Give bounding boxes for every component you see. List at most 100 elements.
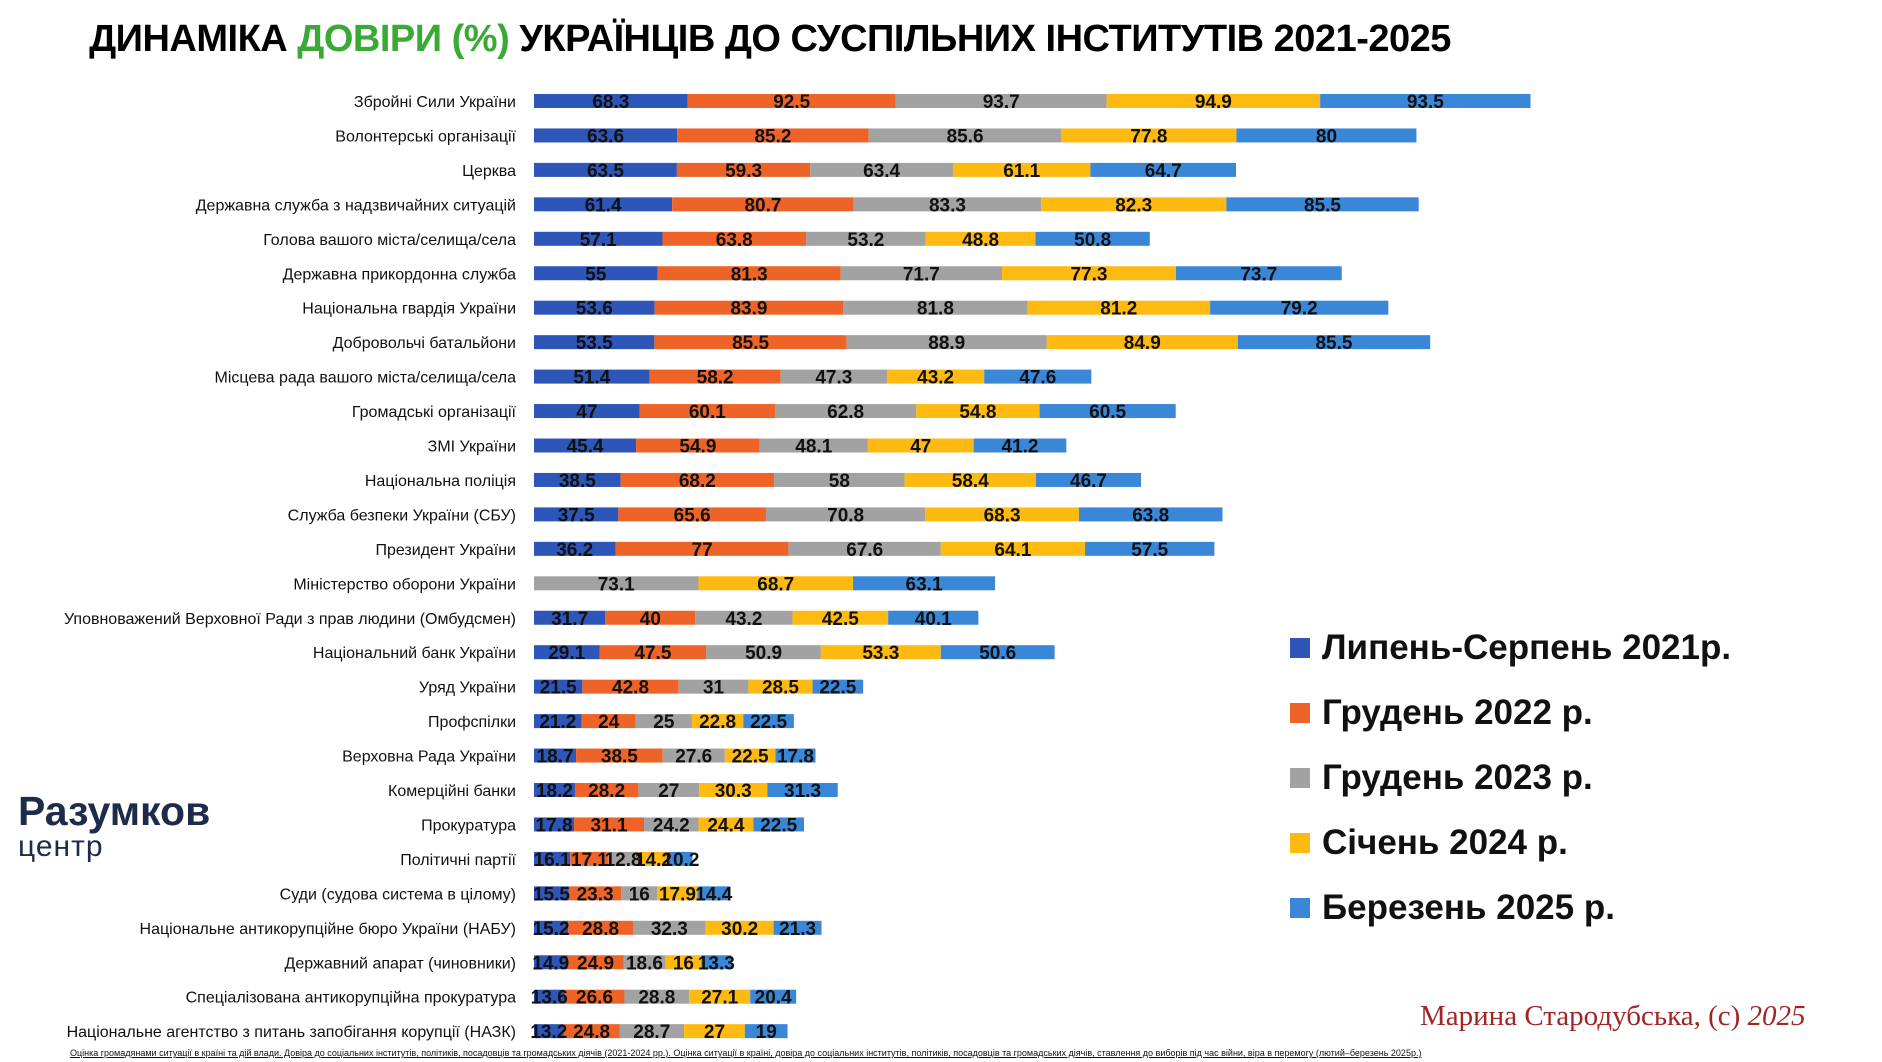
bar-segment (563, 1024, 620, 1039)
bar-segment (568, 920, 633, 935)
bar-segment (925, 231, 1036, 246)
data-label: 41.2 (1002, 437, 1039, 458)
data-label: 64.7 (1145, 161, 1182, 182)
bar-segment (534, 507, 619, 522)
bar-segment (1041, 197, 1227, 212)
legend-label: Грудень 2022 р. (1322, 692, 1593, 732)
legend-swatch (1290, 767, 1310, 788)
data-label: 48.8 (962, 230, 999, 251)
legend-item: Грудень 2023 р. (1290, 745, 1731, 810)
bar-segment (916, 404, 1040, 419)
bar-segment (654, 335, 847, 350)
legend-item: Грудень 2022 р. (1290, 680, 1731, 745)
bar-segment (534, 851, 571, 866)
bar-segment (767, 783, 838, 797)
data-label: 19 (756, 1022, 777, 1043)
data-label: 94.9 (1195, 92, 1232, 113)
data-label: 18.2 (536, 781, 573, 802)
bar-segment (534, 989, 565, 1004)
bar-segment (1320, 94, 1531, 108)
source-footnote: Оцінка громадянами ситуації в країні та … (70, 1048, 1422, 1058)
data-label: 30.2 (721, 919, 758, 940)
data-label: 22.5 (760, 815, 797, 836)
data-label: 17.8 (536, 815, 573, 836)
data-label: 21.2 (539, 712, 576, 733)
data-label: 60.1 (689, 402, 726, 423)
bar-segment (534, 266, 658, 281)
category-label: Верховна Рада України (342, 749, 516, 766)
category-label: Уповноважений Верховної Ради з прав люди… (64, 611, 516, 628)
data-label: 24.9 (577, 953, 614, 974)
legend-swatch (1290, 897, 1310, 918)
data-label: 13.3 (698, 953, 735, 974)
data-label: 18.7 (537, 747, 574, 768)
bar-segment (534, 610, 606, 625)
bar-segment (774, 472, 905, 487)
bar-segment (887, 369, 985, 384)
bar-segment (773, 920, 822, 935)
bar-segment (638, 783, 700, 797)
data-label: 38.5 (601, 747, 638, 768)
data-label: 83.3 (929, 195, 966, 216)
data-label: 13.2 (530, 1022, 567, 1043)
bar-segment (1210, 300, 1389, 315)
bar-segment (1090, 162, 1236, 177)
category-label: Державний апарат (чиновники) (285, 955, 516, 972)
bar-segment (534, 748, 577, 763)
bar-segment (888, 610, 979, 625)
bar-segment (867, 438, 974, 453)
bar-segment (1085, 541, 1215, 556)
legend-item: Липень-Серпень 2021р. (1290, 615, 1731, 680)
bar-segment (701, 955, 732, 970)
data-label: 70.8 (827, 505, 864, 526)
data-label: 61.1 (1003, 161, 1040, 182)
data-label: 42.5 (822, 609, 859, 630)
data-label: 22.5 (732, 747, 769, 768)
data-label: 31 (703, 678, 725, 699)
bar-segment (534, 817, 575, 832)
data-label: 14.4 (695, 884, 732, 905)
bar-segment (605, 610, 696, 625)
data-label: 14.9 (532, 953, 569, 974)
bar-segment (620, 472, 775, 487)
data-label: 16 (673, 953, 694, 974)
title-part-1: ДИНАМІКА (89, 18, 298, 60)
bars (534, 94, 1531, 1039)
data-label: 77 (692, 540, 713, 561)
data-label: 73.7 (1240, 264, 1277, 285)
data-label: 47.6 (1019, 368, 1056, 389)
bar-segment (568, 886, 622, 901)
bar-segment (940, 645, 1055, 660)
data-label: 40.1 (915, 609, 952, 630)
data-label: 80 (1316, 126, 1337, 147)
bar-segment (984, 369, 1092, 384)
bar-segment (534, 955, 568, 970)
data-label: 58.4 (952, 471, 989, 492)
bar-segment (1027, 300, 1211, 315)
bar-segment (534, 438, 637, 453)
data-label: 59.3 (725, 161, 762, 182)
data-label: 37.5 (558, 505, 595, 526)
data-label: 92.5 (773, 92, 810, 113)
data-label: 24.4 (707, 815, 744, 836)
category-label: Служба безпеки України (СБУ) (288, 507, 516, 524)
bar-segment (853, 576, 996, 591)
legend-item: Березень 2025 р. (1290, 875, 1731, 940)
data-label: 12.8 (605, 850, 642, 871)
data-label: 15.2 (533, 919, 570, 940)
category-label: Президент України (375, 542, 516, 559)
category-label: Національне агентство з питань запобіган… (67, 1024, 516, 1041)
bar-segment (534, 162, 677, 177)
data-label: 47 (576, 402, 597, 423)
category-label: Добровольчі батальйони (333, 335, 516, 352)
bar-segment (748, 679, 813, 694)
bar-segment (973, 438, 1067, 453)
legend-label: Липень-Серпень 2021р. (1322, 627, 1732, 667)
legend: Липень-Серпень 2021р. Грудень 2022 р. Груд… (1290, 615, 1731, 940)
bar-segment (534, 541, 616, 556)
bar-segment (698, 817, 754, 832)
bar-segment (615, 541, 789, 556)
data-label: 79.2 (1281, 299, 1318, 320)
bar-segment (574, 783, 639, 797)
bar-segment (639, 404, 775, 419)
